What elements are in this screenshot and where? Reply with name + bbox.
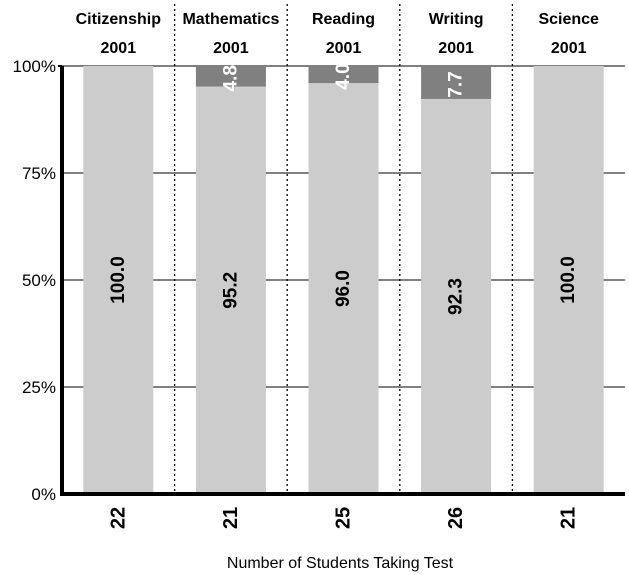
bar-value-label-lower: 95.2 (220, 272, 241, 309)
student-count-label: 21 (558, 507, 580, 529)
column-header-year: 2001 (551, 40, 587, 57)
y-tick-label: 75% (22, 164, 56, 183)
bar-value-label-upper: 4.8 (220, 65, 241, 91)
bar-value-label-upper: 4.0 (333, 63, 354, 89)
column-separators (173, 4, 514, 494)
bar-value-label-lower: 96.0 (333, 270, 354, 307)
bar-segment-lower (421, 98, 492, 495)
column-header-year: 2001 (101, 40, 137, 57)
bar-value-label-lower: 100.0 (108, 256, 129, 304)
student-count-label: 25 (333, 507, 355, 529)
axes (58, 65, 625, 496)
column-header-subject: Writing (429, 11, 484, 28)
bar-segment-lower (308, 83, 379, 495)
bar-value-label-upper: 7.7 (446, 71, 467, 97)
student-count-label: 22 (107, 507, 129, 529)
y-tick-label: 100% (13, 57, 56, 76)
column-header-year: 2001 (438, 40, 474, 57)
bar-segment-lower (83, 66, 154, 494)
column-header-year: 2001 (213, 40, 249, 57)
column-header-subject: Mathematics (182, 11, 279, 28)
bar-segment-upper (421, 66, 492, 99)
student-count-label: 26 (445, 507, 467, 529)
column-header-subject: Reading (312, 11, 375, 28)
x-axis-label: Number of Students Taking Test (227, 555, 454, 572)
bars (83, 66, 604, 495)
chart-labels: 0% 25% 50% 75% 100% Citizenship 2001 100.0 22 Mat… (13, 11, 600, 529)
student-count-label: 21 (220, 507, 242, 529)
y-tick-label: 0% (31, 485, 56, 504)
bar-value-label-lower: 92.3 (446, 278, 467, 315)
column-header-subject: Science (538, 11, 599, 28)
bar-segment-upper (308, 66, 379, 84)
bar-value-label-lower: 100.0 (558, 256, 579, 304)
column-header-subject: Citizenship (76, 11, 162, 28)
y-tick-label: 50% (22, 271, 56, 290)
column-header-year: 2001 (326, 40, 362, 57)
bar-segment-lower (195, 86, 266, 494)
bar-segment-upper (195, 66, 266, 87)
y-tick-label: 25% (22, 378, 56, 397)
bar-segment-lower (533, 66, 604, 494)
